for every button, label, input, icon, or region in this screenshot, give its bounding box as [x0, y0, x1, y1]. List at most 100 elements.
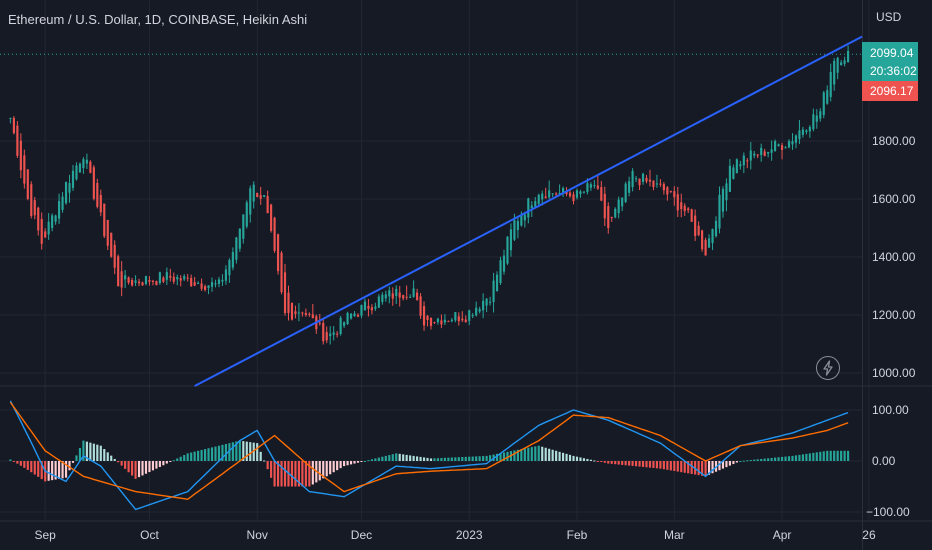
candle-body-down: [304, 312, 307, 315]
candle-body-up: [197, 282, 200, 284]
candle-body-up: [489, 301, 492, 303]
candle-body-down: [308, 313, 311, 315]
histogram-bar-negative: [58, 461, 61, 479]
candle-body-up: [798, 130, 801, 140]
candle-body-up: [395, 288, 398, 296]
histogram-bar-positive: [568, 454, 572, 461]
candle-body-up: [819, 111, 822, 119]
histogram-bar-negative: [701, 461, 704, 476]
histogram-bar-negative: [26, 461, 29, 470]
histogram-bar-negative: [155, 461, 158, 469]
histogram-bar-positive: [812, 452, 815, 461]
histogram-bar-positive: [447, 457, 450, 461]
candle-body-up: [843, 60, 846, 64]
candle-body-up: [245, 202, 248, 227]
histogram-bar-negative: [690, 461, 693, 474]
histogram-bar-negative: [610, 461, 613, 464]
time-axis-tick: Dec: [351, 528, 372, 542]
lightning-bolt-icon[interactable]: [816, 356, 840, 380]
histogram-bar-positive: [739, 461, 742, 462]
candle-body-up: [353, 313, 356, 317]
histogram-bar-negative: [332, 461, 335, 473]
histogram-bar-negative: [707, 461, 711, 475]
histogram-bar-negative: [276, 461, 280, 487]
candle-body-down: [763, 151, 766, 156]
candle-body-down: [141, 282, 144, 286]
candle-body-down: [440, 320, 443, 325]
candle-body-down: [127, 277, 130, 283]
histogram-bar-positive: [224, 444, 228, 461]
histogram-bar-positive: [416, 456, 419, 461]
candle-body-down: [318, 322, 321, 324]
candle-body-down: [256, 193, 259, 198]
candle-body-down: [402, 295, 405, 299]
histogram-bar-negative: [12, 461, 15, 462]
candle-body-down: [429, 317, 433, 326]
histogram-bar-positive: [370, 459, 373, 461]
candle-body-down: [704, 239, 707, 256]
histogram-bar-negative: [30, 461, 33, 473]
candle-body-up: [9, 117, 12, 119]
candle-body-up: [787, 141, 791, 148]
candle-body-up: [558, 192, 561, 195]
histogram-bar-negative: [162, 461, 165, 466]
histogram-bar-negative: [141, 461, 144, 476]
histogram-bar-positive: [200, 449, 203, 461]
histogram-bar-positive: [777, 457, 780, 461]
histogram-bar-positive: [822, 451, 825, 461]
candle-body-down: [23, 155, 26, 184]
candle-body-up: [51, 215, 54, 229]
histogram-bar-negative: [120, 461, 123, 466]
histogram-bar-positive: [520, 449, 523, 461]
candle-body-down: [190, 277, 193, 287]
candle-body-up: [249, 188, 252, 215]
candle-body-down: [638, 178, 641, 186]
histogram-bar-positive: [207, 448, 210, 461]
candle-body-up: [82, 159, 85, 169]
candle-body-down: [37, 207, 40, 231]
histogram-bar-negative: [339, 461, 342, 469]
histogram-bar-positive: [565, 453, 568, 461]
histogram-bar-positive: [468, 456, 471, 461]
histogram-bar-positive: [367, 460, 370, 462]
candle-body-down: [259, 195, 262, 199]
candle-body-up: [231, 252, 234, 268]
histogram-bar-positive: [819, 451, 822, 461]
candle-body-up: [374, 306, 377, 309]
prev-price-badge: 2096.17: [862, 81, 918, 101]
histogram-bar-negative: [329, 461, 332, 475]
candle-body-down: [120, 271, 123, 288]
candle-body-up: [443, 319, 446, 323]
candle-body-down: [603, 193, 606, 219]
histogram-bar-positive: [436, 458, 440, 461]
histogram-bar-positive: [454, 457, 457, 461]
candle-body-up: [513, 220, 516, 240]
prev-price-value: 2096.17: [870, 84, 914, 98]
candle-body-up: [454, 312, 457, 321]
candle-body-up: [624, 183, 627, 202]
candle-body-down: [669, 190, 672, 192]
histogram-bar-negative: [19, 461, 22, 466]
candle-body-up: [523, 214, 526, 221]
price-axis-tick: 1400.00: [872, 250, 916, 264]
macd-axis-tick: −100.00: [866, 505, 910, 519]
candle-body-down: [659, 183, 662, 185]
candle-body-up: [815, 115, 818, 122]
histogram-bar-positive: [530, 447, 533, 461]
histogram-bar-positive: [489, 455, 492, 461]
candle-body-up: [75, 165, 78, 180]
histogram-bar-positive: [85, 441, 88, 461]
histogram-bar-positive: [787, 456, 791, 461]
candle-body-up: [794, 135, 798, 143]
histogram-bar-positive: [749, 459, 752, 461]
candle-body-down: [33, 200, 36, 216]
candle-body-down: [155, 281, 158, 285]
candle-body-down: [596, 185, 599, 189]
histogram-bar-positive: [763, 458, 766, 461]
histogram-bar-negative: [301, 461, 304, 487]
candle-body-down: [44, 231, 47, 238]
histogram-bar-positive: [801, 454, 804, 461]
candle-body-up: [506, 236, 509, 264]
